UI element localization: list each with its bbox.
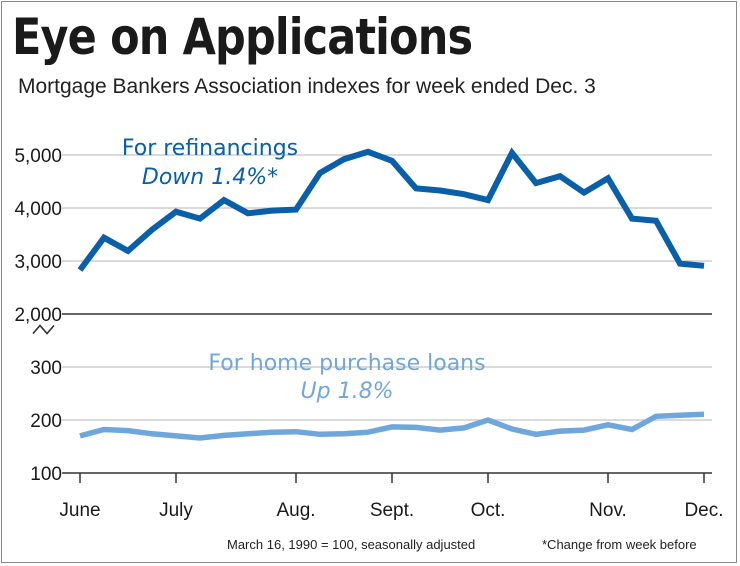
y-tick-label-upper: 2,000 bbox=[14, 305, 62, 326]
y-tick-label-upper: 4,000 bbox=[14, 199, 62, 220]
y-tick-label-upper: 3,000 bbox=[14, 252, 62, 273]
footnote-change: *Change from week before bbox=[542, 537, 697, 552]
x-tick-label: Oct. bbox=[471, 500, 506, 521]
grid-lines bbox=[62, 154, 712, 421]
x-tick-label: June bbox=[59, 500, 100, 521]
axes bbox=[32, 313, 712, 483]
tick-labels: 5,000 4,000 3,000 2,000 300 200 100 June July Aug… bbox=[14, 146, 723, 521]
y-tick-label-lower: 200 bbox=[30, 411, 62, 432]
refinance-change-label: Down 1.4%* bbox=[142, 165, 278, 190]
series-lines bbox=[77, 147, 705, 441]
refinance-series-label: For refinancings bbox=[122, 136, 298, 161]
purchase-line bbox=[79, 411, 705, 441]
y-tick-label-lower: 100 bbox=[30, 464, 62, 485]
purchase-series-label: For home purchase loans bbox=[208, 351, 485, 376]
y-tick-label-lower: 300 bbox=[30, 358, 62, 379]
chart-title: Eye on Applications bbox=[12, 8, 473, 66]
x-tick-label: Dec. bbox=[684, 500, 723, 521]
chart-subtitle: Mortgage Bankers Association indexes for… bbox=[18, 75, 596, 98]
x-tick-label: Nov. bbox=[589, 500, 627, 521]
x-tick-label: Aug. bbox=[276, 500, 315, 521]
axis-break-symbol bbox=[32, 324, 55, 335]
purchase-change-label: Up 1.8% bbox=[301, 379, 394, 404]
refinance-line bbox=[77, 147, 705, 272]
x-tick-label: July bbox=[159, 500, 193, 521]
y-tick-label-upper: 5,000 bbox=[14, 146, 62, 167]
x-tick-label: Sept. bbox=[370, 500, 414, 521]
footnote-base: March 16, 1990 = 100, seasonally adjuste… bbox=[227, 537, 475, 552]
